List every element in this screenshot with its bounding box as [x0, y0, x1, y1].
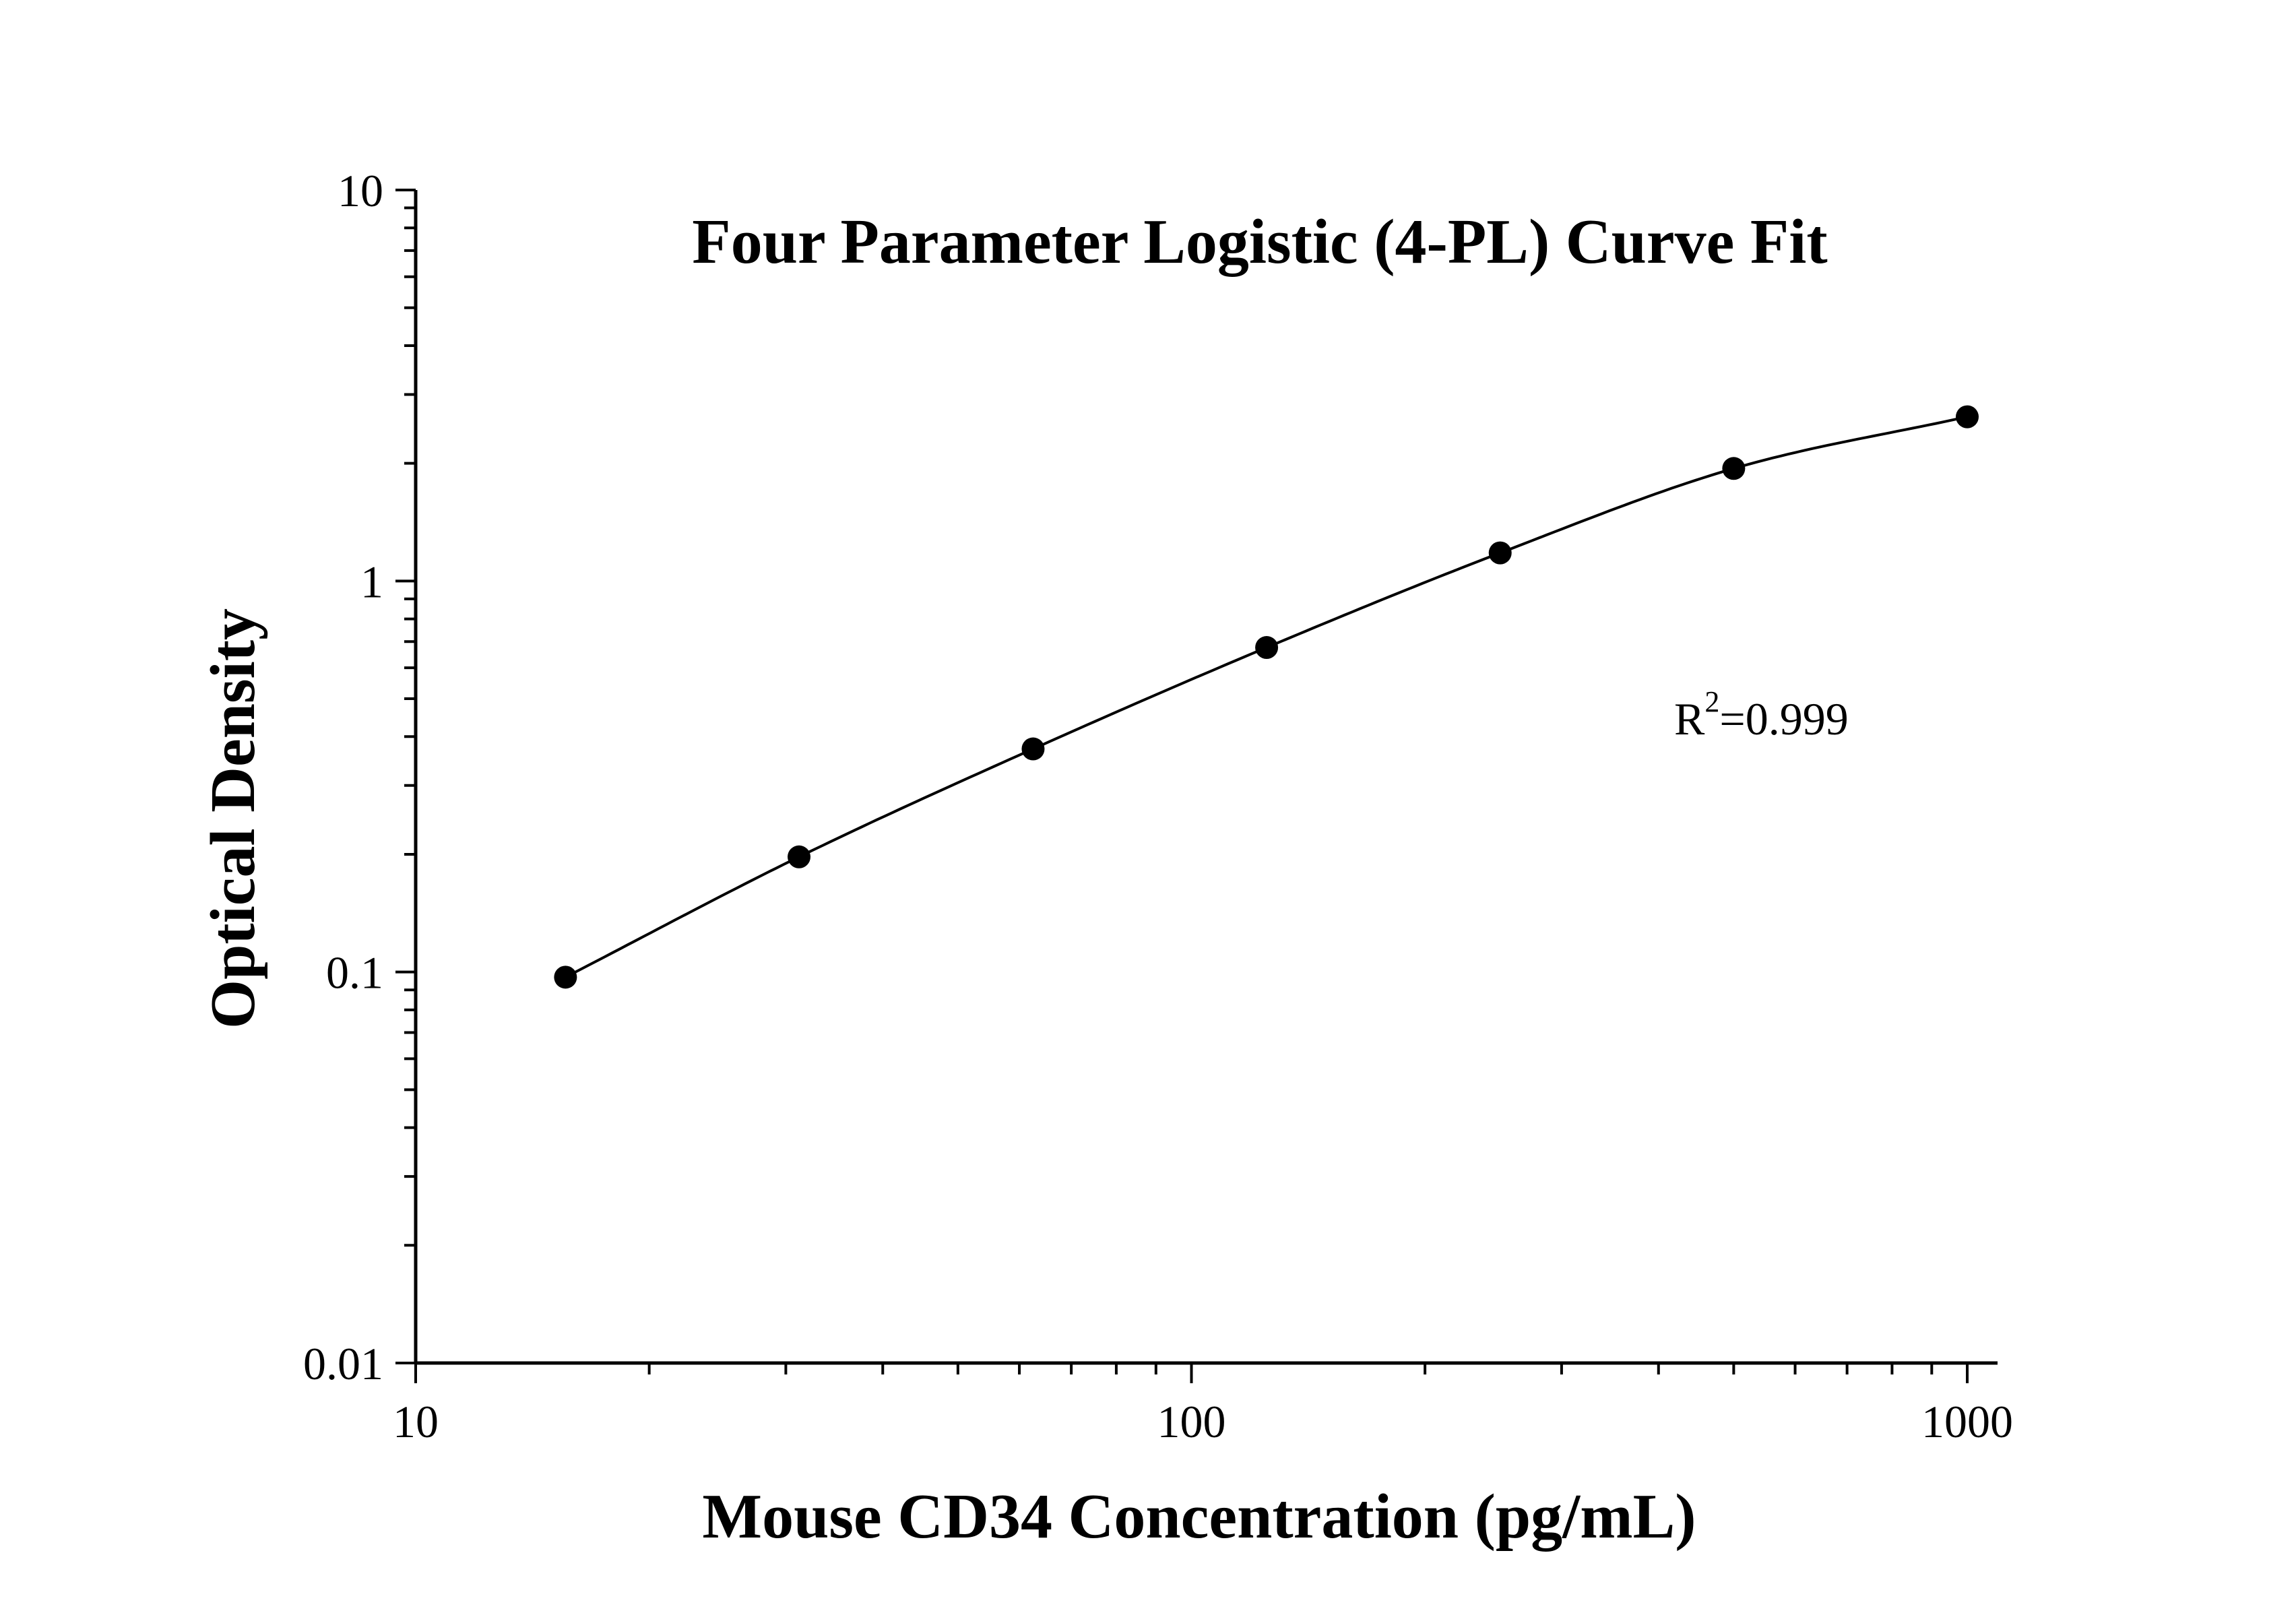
x-tick-label: 100: [1157, 1396, 1226, 1447]
y-axis-label: Optical Density: [198, 608, 268, 1029]
y-tick-label: 1: [360, 556, 383, 607]
data-point: [1488, 541, 1512, 565]
y-tick-label: 0.1: [326, 947, 383, 999]
data-points: [554, 405, 1979, 989]
data-point: [1021, 737, 1045, 761]
y-tick-label: 10: [338, 165, 383, 216]
data-point: [788, 845, 811, 868]
data-point: [1255, 636, 1279, 660]
data-point: [554, 965, 577, 989]
r-squared-annotation: R2=0.999: [1674, 685, 1849, 745]
axis-ticks: [395, 189, 1969, 1383]
r-squared-base: R: [1674, 693, 1705, 745]
x-tick-label: 1000: [1921, 1396, 2013, 1447]
r-squared-superscript: 2: [1704, 685, 1719, 718]
x-tick-label: 10: [393, 1396, 439, 1447]
data-point: [1722, 457, 1746, 480]
axes: [414, 190, 1998, 1365]
x-axis-label: Mouse CD34 Concentration (pg/mL): [702, 1482, 1696, 1552]
axis-tick-labels: 10 100 1000 0.01 0.1 1 10: [303, 165, 2013, 1447]
chart-title: Four Parameter Logistic (4-PL) Curve Fit: [692, 207, 1827, 277]
r-squared-value: =0.999: [1719, 693, 1848, 745]
y-tick-label: 0.01: [303, 1338, 383, 1389]
data-point: [1956, 405, 1979, 429]
